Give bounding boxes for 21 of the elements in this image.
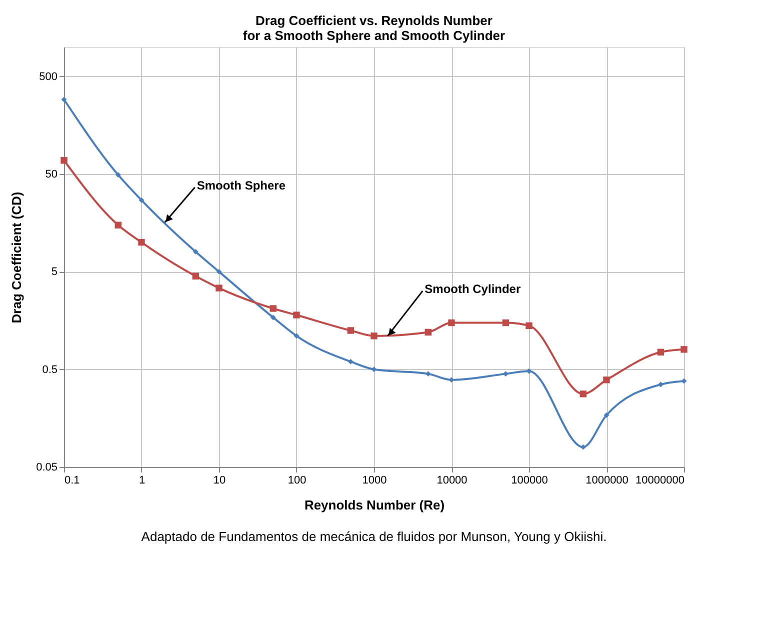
x-axis-title: Reynolds Number (Re) [304,498,445,512]
x-tick-label: 0.1 [64,474,80,486]
text: for a Smooth Sphere and Smooth Cylinder [242,28,506,43]
x-tick-label: 1000 [362,474,387,486]
y-axis-title: Drag Coefficient (CD) [9,192,24,324]
y-tick-label: 0.5 [42,364,58,376]
annotation: Smooth Sphere [196,178,286,192]
x-tick-label: 1000000 [586,474,628,486]
text: Drag Coefficient vs. Reynolds Number [256,13,492,28]
x-tick-label: 10000000 [636,474,684,486]
x-tick-label: 1 [138,474,146,486]
text: Adaptado de Fundamentos de mecánica de fluidos por Munson, Young y Okiishi. [141,529,607,544]
x-tick-label: 10 [213,474,226,486]
x-tick-label: 100 [288,474,306,486]
x-tick-label: 10000 [436,474,468,486]
annotation: Smooth Cylinder [424,282,521,296]
y-tick-label: 0.05 [36,462,58,474]
y-tick-label: 500 [39,70,58,83]
x-tick-label: 100000 [511,474,548,486]
y-tick-label: 5 [51,266,58,278]
y-tick-label: 50 [45,168,58,181]
